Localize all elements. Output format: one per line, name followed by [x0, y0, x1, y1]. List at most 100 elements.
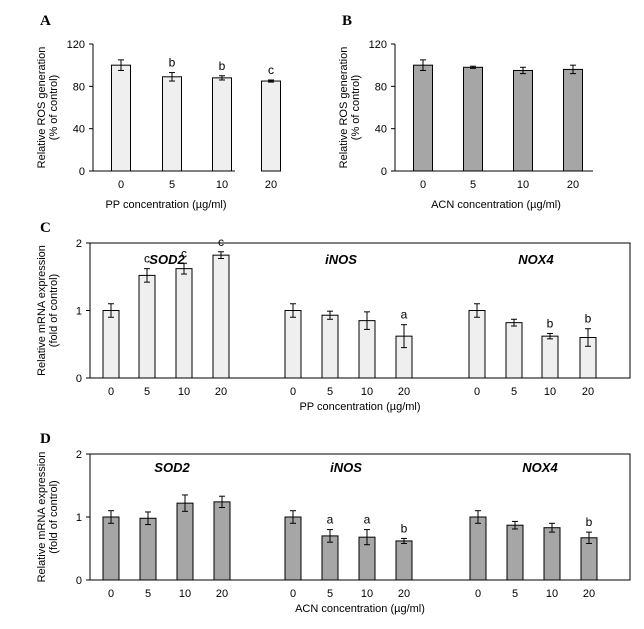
panel-label: D: [40, 431, 51, 447]
bar: [541, 335, 559, 379]
bar: [469, 516, 487, 581]
x-tick-label: 5: [327, 386, 333, 398]
panel-d: D 0 1 2 Relative mRNA expression (fold of con…: [36, 431, 631, 615]
significance-label: a: [364, 513, 371, 527]
y-axis-label: Relative ROS generation: [36, 47, 48, 169]
x-tick-label: 0: [108, 386, 114, 398]
x-tick-label: 5: [511, 386, 517, 398]
y-tick-label: 2: [76, 238, 82, 250]
y-tick-label: 0: [381, 166, 387, 178]
bar: [284, 310, 302, 379]
gene-label: iNOS: [330, 460, 362, 475]
bar: [395, 540, 413, 581]
significance-label: a: [327, 513, 334, 527]
x-tick-label: 5: [169, 179, 175, 191]
gene-label: SOD2: [154, 460, 190, 475]
gene-label: NOX4: [522, 460, 558, 475]
x-tick-label: 10: [517, 179, 529, 191]
gene-label: NOX4: [518, 252, 554, 267]
y-axis-label: (fold of control): [48, 274, 60, 347]
gene-label: iNOS: [325, 252, 357, 267]
y-axis-label: Relative mRNA expression: [36, 245, 48, 376]
x-tick-label: 20: [398, 386, 410, 398]
significance-label: b: [401, 521, 408, 535]
y-tick-label: 40: [375, 124, 387, 136]
bar: [175, 268, 193, 379]
bar: [563, 68, 583, 172]
y-tick-label: 0: [79, 166, 85, 178]
significance-label: c: [181, 246, 187, 260]
y-axis-label: (fold of control): [48, 480, 60, 553]
bar: [580, 537, 598, 581]
bar: [212, 77, 232, 172]
bar: [261, 80, 281, 172]
panel-label: C: [40, 220, 51, 236]
bar: [176, 502, 194, 581]
panel-c: C 0 1 2 Relative mRNA expression (fold of con…: [36, 220, 631, 413]
bar: [284, 516, 302, 581]
x-tick-label: 5: [145, 588, 151, 600]
significance-label: c: [268, 63, 274, 77]
bar: [506, 524, 524, 581]
bar: [513, 69, 533, 172]
bar: [321, 314, 339, 379]
bar: [102, 516, 120, 581]
significance-label: c: [144, 252, 150, 266]
x-tick-label: 20: [567, 179, 579, 191]
x-tick-label: 10: [178, 386, 190, 398]
x-tick-label: 20: [398, 588, 410, 600]
bar: [102, 310, 120, 379]
x-axis-label: PP concentration (µg/ml): [105, 199, 226, 211]
y-tick-label: 120: [369, 39, 387, 51]
y-tick-label: 1: [76, 512, 82, 524]
y-tick-label: 80: [375, 81, 387, 93]
x-tick-label: 0: [420, 179, 426, 191]
x-axis-label: ACN concentration (µg/ml): [431, 199, 561, 211]
x-tick-label: 0: [475, 588, 481, 600]
bar: [468, 310, 486, 379]
x-tick-label: 5: [470, 179, 476, 191]
y-axis-label: (% of control): [350, 75, 362, 140]
bar: [505, 322, 523, 379]
x-tick-label: 0: [290, 386, 296, 398]
x-tick-label: 20: [583, 588, 595, 600]
significance-label: b: [547, 316, 554, 330]
significance-label: b: [169, 56, 176, 70]
significance-label: a: [401, 308, 408, 322]
x-axis-label: PP concentration (µg/ml): [299, 401, 420, 413]
x-tick-label: 5: [327, 588, 333, 600]
significance-label: b: [219, 59, 226, 73]
y-tick-label: 0: [76, 575, 82, 587]
x-tick-label: 5: [144, 386, 150, 398]
x-tick-label: 10: [544, 386, 556, 398]
bar: [463, 66, 483, 172]
x-tick-label: 0: [290, 588, 296, 600]
significance-label: b: [585, 312, 592, 326]
x-tick-label: 0: [108, 588, 114, 600]
y-tick-label: 1: [76, 306, 82, 318]
y-axis-label: Relative ROS generation: [338, 47, 350, 169]
y-tick-label: 80: [73, 81, 85, 93]
panel-label: B: [342, 13, 352, 29]
x-tick-label: 0: [118, 179, 124, 191]
x-tick-label: 10: [546, 588, 558, 600]
y-tick-label: 120: [67, 39, 85, 51]
x-tick-label: 10: [216, 179, 228, 191]
x-tick-label: 20: [265, 179, 277, 191]
x-tick-label: 5: [512, 588, 518, 600]
bar: [212, 254, 230, 379]
panel-a: A 0 40 80 120 Relative ROS generation (% of co…: [36, 13, 281, 211]
y-tick-label: 40: [73, 124, 85, 136]
x-axis-label: ACN concentration (µg/ml): [295, 603, 425, 615]
panel-label: A: [40, 13, 51, 29]
bar: [162, 76, 182, 172]
x-tick-label: 10: [361, 386, 373, 398]
y-tick-label: 2: [76, 449, 82, 461]
x-tick-label: 10: [361, 588, 373, 600]
panel-b: B 0 40 80 120 Relative ROS generation (% of co…: [338, 13, 593, 211]
x-tick-label: 20: [215, 386, 227, 398]
bar: [111, 64, 131, 172]
y-axis-label: (% of control): [48, 75, 60, 140]
y-axis-label: Relative mRNA expression: [36, 452, 48, 583]
